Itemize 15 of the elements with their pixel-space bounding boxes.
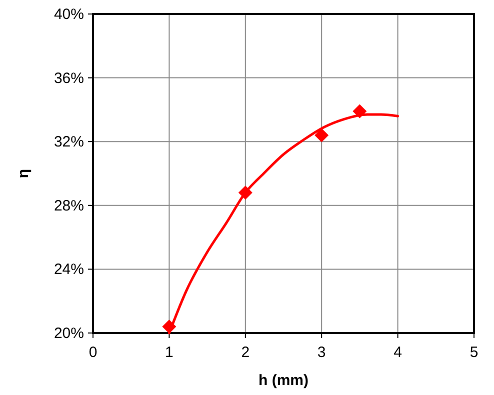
x-tick-label: 1 bbox=[165, 344, 174, 361]
y-tick-label: 20% bbox=[54, 325, 84, 342]
y-axis-title: η bbox=[15, 168, 32, 178]
y-tick-label: 24% bbox=[54, 261, 84, 278]
x-tick-label: 0 bbox=[88, 344, 98, 361]
x-tick-label: 4 bbox=[394, 344, 402, 361]
y-tick-label: 40% bbox=[54, 6, 84, 23]
x-tick-label: 3 bbox=[317, 344, 326, 361]
y-tick-label: 36% bbox=[54, 70, 84, 87]
point bbox=[314, 128, 329, 142]
x-tick-label: 2 bbox=[241, 344, 250, 361]
x-axis-title: h (mm) bbox=[258, 372, 308, 389]
y-tick-label: 32% bbox=[54, 134, 84, 151]
y-tick-label: 28% bbox=[54, 197, 84, 214]
x-tick-label: 5 bbox=[470, 344, 478, 361]
